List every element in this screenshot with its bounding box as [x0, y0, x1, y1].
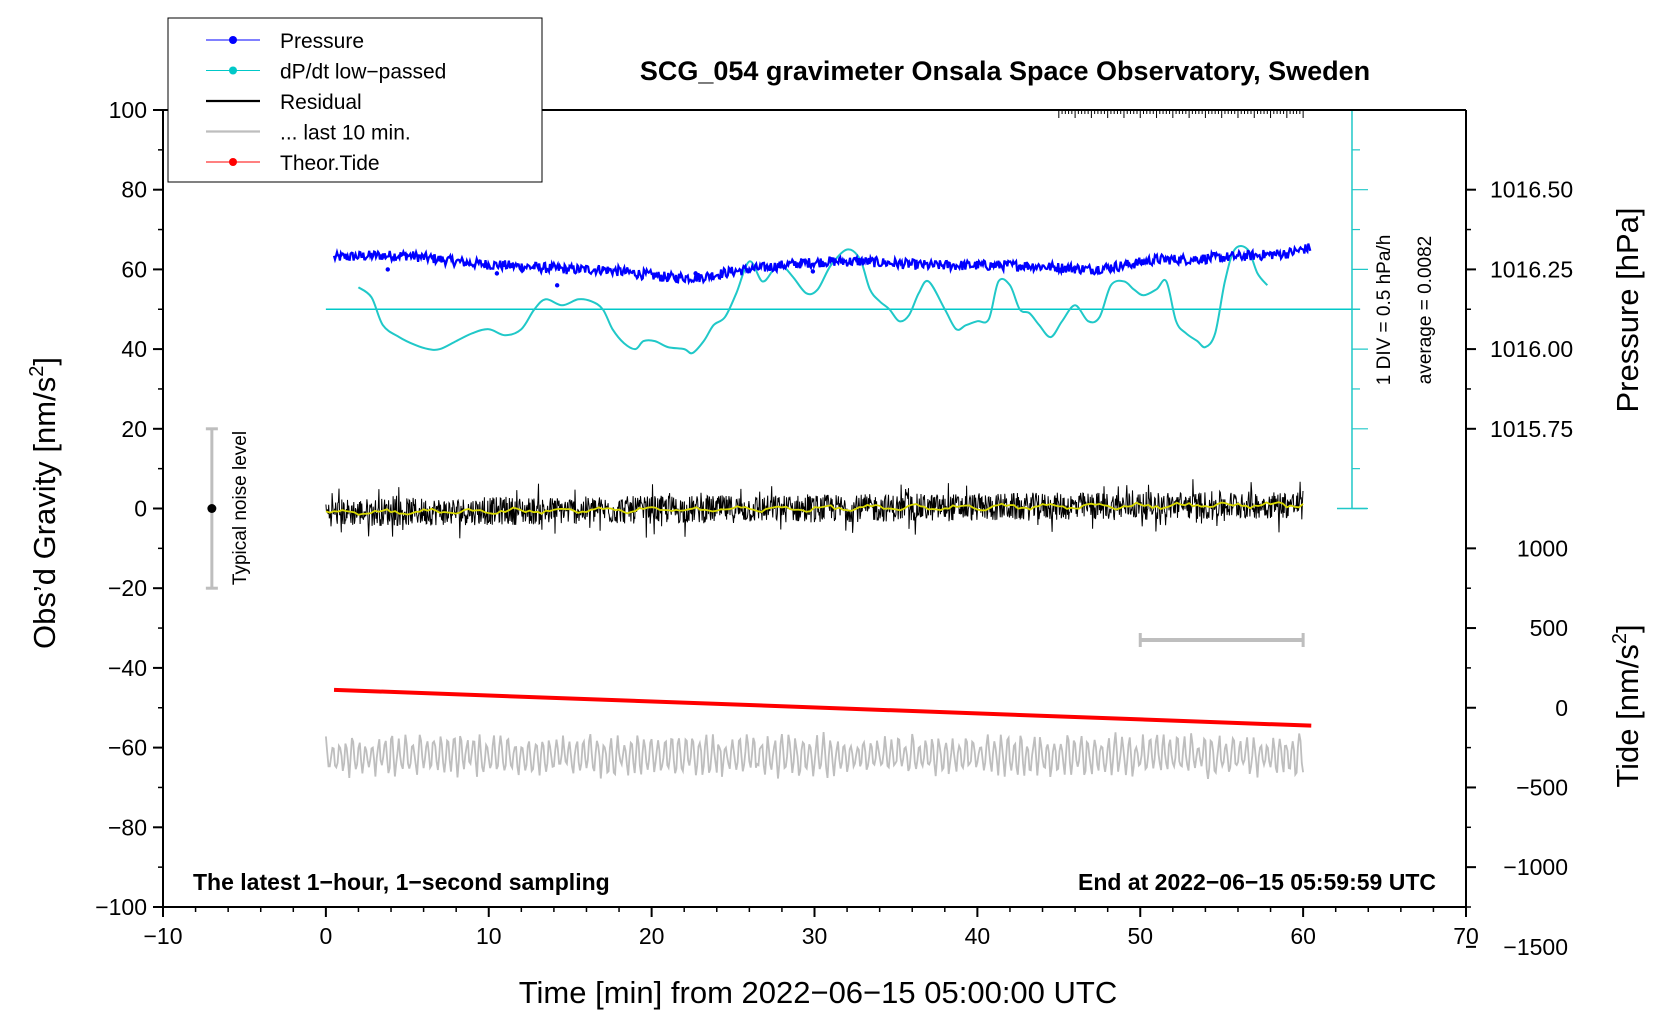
x-tick-label: 50 — [1127, 923, 1153, 949]
pressure-outlier-point — [693, 271, 698, 276]
y-tick-label: −80 — [108, 814, 147, 840]
axes: −10 0 10 20 30 40 50 60 70100806040200−20−40−60−… — [95, 97, 1573, 960]
y-axis-label-tide-main: Tide [nm/s — [1610, 644, 1645, 788]
pressure-tick-label: 1016.25 — [1490, 256, 1573, 282]
x-tick-label: 30 — [802, 923, 828, 949]
y-tick-label: −60 — [108, 735, 147, 761]
chart-title: SCG_054 gravimeter Onsala Space Observat… — [640, 56, 1370, 86]
pressure-tick-label: 1015.75 — [1490, 416, 1573, 442]
y-tick-label: 20 — [121, 416, 147, 442]
legend-swatch-marker — [229, 36, 237, 44]
footer-sampling-note: The latest 1−hour, 1−second sampling — [193, 869, 610, 895]
pressure-outlier-point — [554, 283, 560, 288]
y-axis-label-tide-sup: 2 — [1609, 633, 1631, 644]
x-tick-label: 60 — [1290, 923, 1316, 949]
x-tick-label: 40 — [965, 923, 991, 949]
x-axis-label: Time [min] from 2022−06−15 05:00:00 UTC — [519, 975, 1118, 1010]
y-tick-label: 100 — [109, 97, 147, 123]
x-tick-label: 0 — [319, 923, 332, 949]
tide-tick-label: 1000 — [1517, 535, 1568, 561]
tide-tick-label: −500 — [1516, 774, 1568, 800]
y-tick-label: 60 — [121, 256, 147, 282]
y-tick-label: 0 — [134, 496, 147, 522]
y-axis-label-tide: Tide [nm/s2] — [1609, 624, 1645, 787]
dpdt-scale-label: 1 DIV = 0.5 hPa/h — [1374, 235, 1395, 386]
y-axis-label-gravity-main: Obs’d Gravity [nm/s — [27, 377, 62, 649]
tide-tick-label: 0 — [1555, 695, 1568, 721]
pressure-tick-label: 1016.50 — [1490, 177, 1573, 203]
legend-swatch-marker — [229, 158, 237, 166]
y-axis-label-tide-end: ] — [1610, 624, 1645, 633]
residual-smoothed-line — [325, 501, 1304, 516]
y-axis-label-gravity-sup: 2 — [26, 366, 48, 377]
x-tick-label: 20 — [639, 923, 665, 949]
y-tick-label: 80 — [121, 177, 147, 203]
tide-tick-label: −1000 — [1503, 854, 1568, 880]
last-10-min-series-line — [325, 732, 1304, 780]
pressure-outlier-point — [810, 269, 816, 274]
footer-end-time: End at 2022−06−15 05:59:59 UTC — [1078, 869, 1436, 895]
legend-label: dP/dt low−passed — [280, 61, 446, 84]
noise-level-label: Typical noise level — [230, 431, 251, 585]
tide-tick-label: −1500 — [1503, 934, 1568, 960]
legend-label: ... last 10 min. — [280, 122, 411, 145]
tide-tick-label: 500 — [1530, 615, 1568, 641]
legend: Pressure dP/dt low−passed Residual ... last… — [167, 17, 543, 183]
legend-label: Theor.Tide — [280, 152, 380, 175]
y-tick-label: 40 — [121, 336, 147, 362]
y-tick-label: −40 — [108, 655, 147, 681]
legend-swatch-marker — [229, 66, 237, 75]
legend-label: Residual — [280, 91, 362, 114]
pressure-outlier-point — [385, 267, 390, 272]
y-tick-label: −100 — [95, 894, 147, 920]
residual-series-line — [325, 479, 1304, 539]
x-tick-label: 70 — [1453, 923, 1479, 949]
y-axis-label-gravity-end: ] — [27, 357, 62, 366]
y-tick-label: −20 — [108, 575, 147, 601]
tide-series-line — [333, 687, 1312, 728]
y-axis-label-pressure: Pressure [hPa] — [1610, 207, 1645, 412]
x-tick-label: 10 — [476, 923, 502, 949]
legend-label: Pressure — [280, 30, 364, 53]
pressure-tick-label: 1016.00 — [1490, 336, 1573, 362]
x-tick-label: −10 — [143, 923, 182, 949]
data-series — [205, 109, 1368, 780]
noise-level-center-point — [207, 504, 217, 513]
pressure-outlier-point — [494, 271, 500, 276]
pressure-series-line — [332, 243, 1312, 286]
dpdt-average-label: average = 0.0082 — [1415, 236, 1436, 384]
y-axis-label-gravity: Obs’d Gravity [nm/s2] — [26, 357, 62, 649]
dpdt-series-line — [357, 245, 1269, 355]
